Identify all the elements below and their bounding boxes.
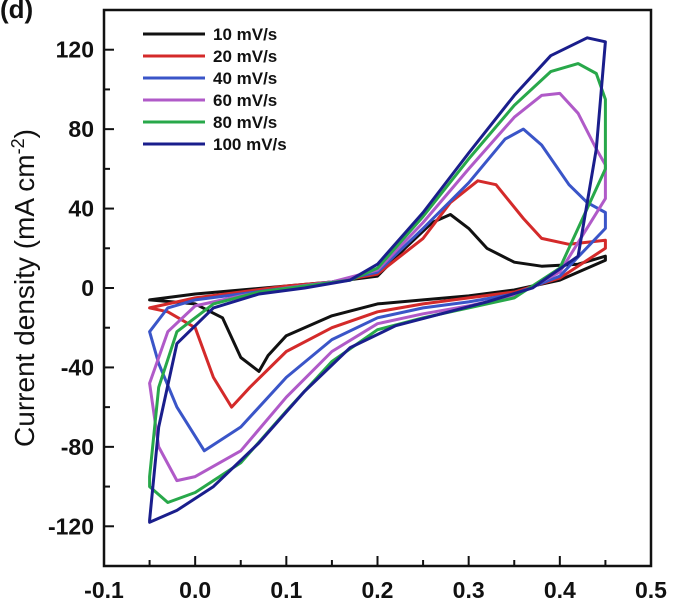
- series-line-3: [148, 127, 607, 453]
- legend-label-4: 60 mV/s: [213, 91, 277, 110]
- x-tick-label: 0.4: [544, 577, 576, 603]
- y-tick-label: -80: [61, 434, 94, 460]
- legend-label-1: 10 mV/s: [213, 25, 277, 44]
- axes-layer: -0.1 0.0 0.1 0.2 0.3 0.4 0.5 -120 -80 -40 0 40 80 120: [48, 9, 667, 603]
- legend: 10 mV/s 20 mV/s 40 mV/s 60 mV/s 80 mV/s 100 m…: [143, 25, 287, 154]
- y-tick-label: 0: [81, 275, 94, 301]
- y-axis-title: Current density (mA cm-2): [8, 129, 40, 447]
- x-tick-label: 0.3: [453, 577, 485, 603]
- x-tick-label: 0.1: [270, 577, 302, 603]
- y-tick-label: 40: [68, 196, 94, 222]
- series-layer: [148, 36, 607, 524]
- y-tick-label: -120: [48, 513, 94, 539]
- panel-label: (d): [0, 0, 34, 24]
- x-tick-label: 0.5: [635, 577, 667, 603]
- series-line-6: [148, 36, 607, 524]
- y-axis-title-main: Current density (mA cm: [9, 154, 40, 447]
- x-tick-label: 0.0: [179, 577, 211, 603]
- y-tick-label: -40: [61, 354, 94, 380]
- series-line-1: [148, 213, 607, 373]
- y-axis-title-superscript: -2: [8, 138, 28, 154]
- y-tick-label: 120: [56, 37, 94, 63]
- legend-label-3: 40 mV/s: [213, 69, 277, 88]
- y-axis-title-close: ): [9, 129, 40, 138]
- legend-label-2: 20 mV/s: [213, 47, 277, 66]
- y-tick-label: 80: [68, 116, 94, 142]
- legend-label-6: 100 mV/s: [213, 135, 287, 154]
- x-tick-label: -0.1: [84, 577, 124, 603]
- x-tick-label: 0.2: [362, 577, 394, 603]
- series-line-2: [148, 179, 607, 409]
- legend-label-5: 80 mV/s: [213, 113, 277, 132]
- plot-frame: [102, 8, 653, 568]
